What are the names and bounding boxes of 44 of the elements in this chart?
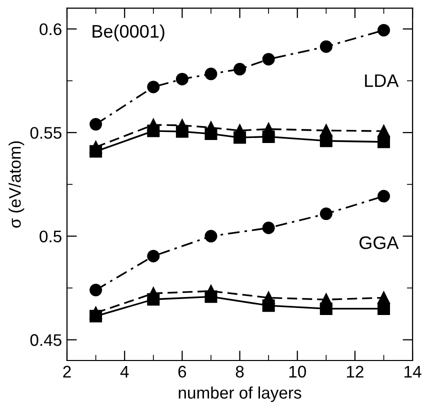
point xyxy=(320,40,332,53)
x-tick-label: 4 xyxy=(120,366,129,378)
point xyxy=(262,130,275,143)
point xyxy=(204,230,218,242)
y-tick-label: 0.45 xyxy=(30,334,62,346)
point xyxy=(204,68,218,80)
point xyxy=(176,72,188,86)
x-tick-label: 14 xyxy=(404,366,422,378)
point xyxy=(147,80,160,94)
point xyxy=(147,250,160,262)
point xyxy=(90,118,102,131)
y-axis-title: σ (eV/atom) xyxy=(8,141,24,228)
point xyxy=(262,222,275,234)
point xyxy=(90,284,102,296)
point xyxy=(320,302,332,315)
point xyxy=(176,125,188,138)
x-tick-label: 12 xyxy=(346,366,364,378)
point xyxy=(90,145,102,158)
annotation: GGA xyxy=(360,236,399,250)
point xyxy=(234,62,246,76)
point xyxy=(234,131,246,144)
y-tick-label: 0.5 xyxy=(40,230,62,242)
point xyxy=(204,128,218,140)
point xyxy=(262,52,275,66)
y-tick-label: 0.6 xyxy=(40,23,62,36)
point xyxy=(378,190,390,202)
point xyxy=(320,134,332,148)
point xyxy=(147,124,160,138)
x-tick-label: 8 xyxy=(236,366,244,378)
point xyxy=(378,136,390,148)
x-tick-label: 10 xyxy=(289,366,306,378)
annotation: Be(0001) xyxy=(92,24,164,42)
point xyxy=(320,208,332,220)
point xyxy=(204,290,218,303)
x-tick-label: 2 xyxy=(63,366,71,378)
point xyxy=(378,302,390,315)
y-tick-label: 0.55 xyxy=(30,126,62,139)
point xyxy=(378,24,390,36)
point xyxy=(262,299,275,312)
x-axis-title: number of layers xyxy=(178,386,302,402)
point xyxy=(90,310,102,322)
x-tick-label: 6 xyxy=(178,366,186,378)
point xyxy=(147,293,160,306)
annotation: LDA xyxy=(365,74,399,87)
